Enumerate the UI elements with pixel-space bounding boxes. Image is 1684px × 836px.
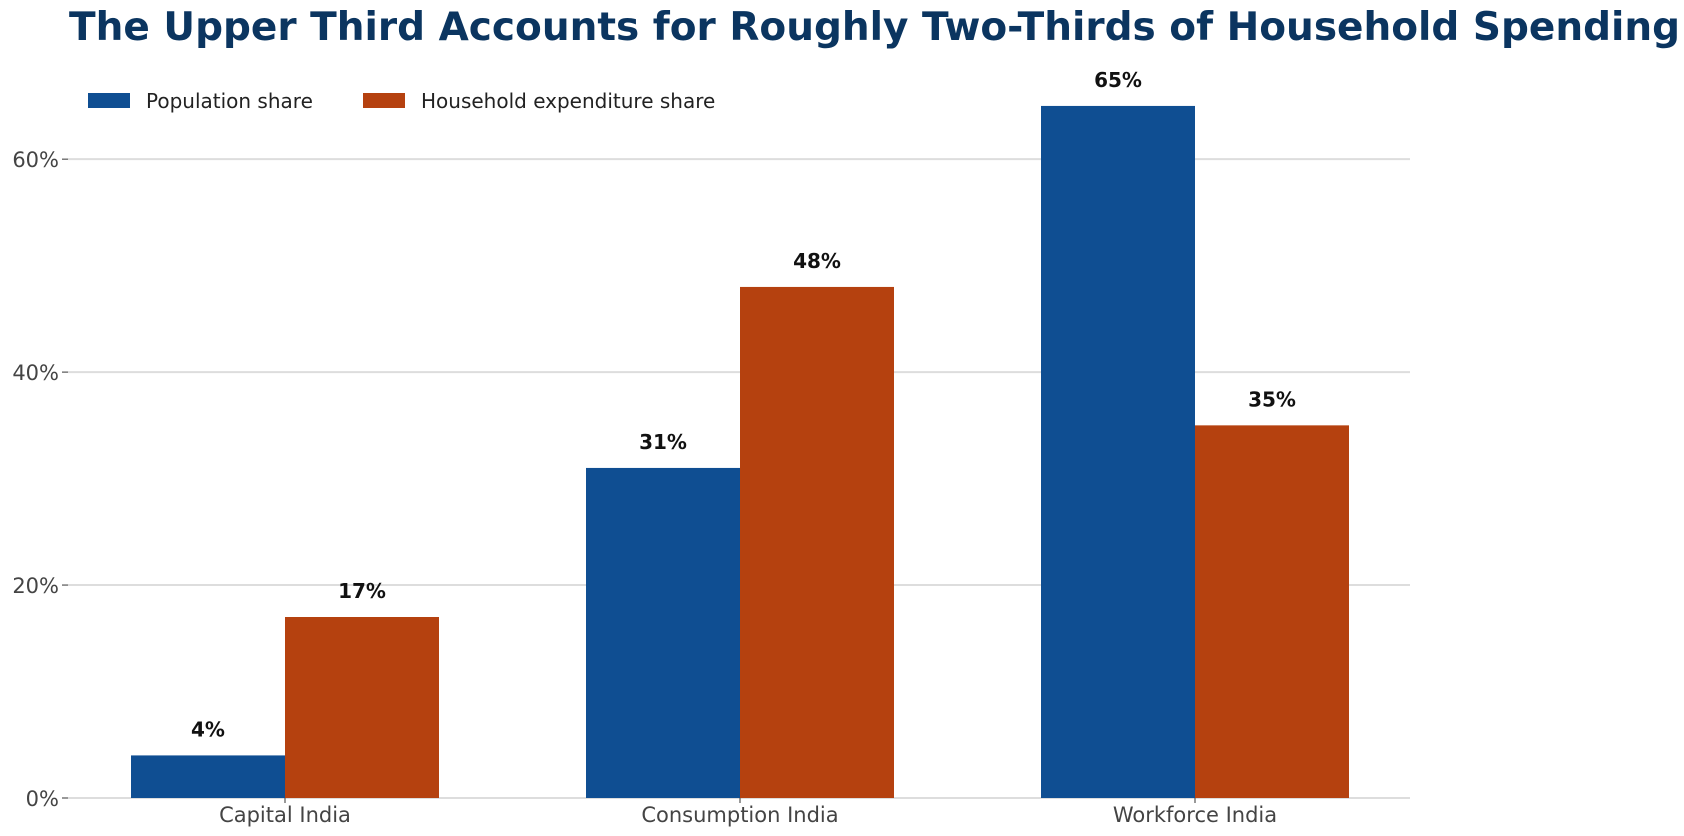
bar-population-share-workforce-india	[1041, 105, 1195, 799]
y-tick-label-40: 40%	[12, 361, 59, 385]
data-labels: 4% 31% 65% 17% 48% 35%	[191, 68, 1296, 741]
y-tick-label-0: 0%	[26, 787, 59, 811]
bars	[131, 105, 1349, 799]
x-axis: Capital India Consumption India Workforce …	[219, 798, 1277, 827]
bar-population-share-capital-india	[131, 755, 285, 798]
x-tick-label-workforce-india: Workforce India	[1113, 803, 1277, 827]
y-tick-label-20: 20%	[12, 574, 59, 598]
legend: Population share Household expenditure s…	[88, 89, 715, 113]
y-tick-label-60: 60%	[12, 148, 59, 172]
data-label-household-expenditure-share-consumption-india: 48%	[793, 249, 841, 273]
legend-swatch-household-expenditure-share	[363, 93, 405, 108]
x-tick-label-capital-india: Capital India	[219, 803, 351, 827]
chart-title: The Upper Third Accounts for Roughly Two…	[69, 5, 1680, 50]
x-tick-label-consumption-india: Consumption India	[641, 803, 838, 827]
legend-swatch-population-share	[88, 93, 130, 108]
legend-label-population-share: Population share	[146, 89, 313, 113]
bar-household-expenditure-share-workforce-india	[1195, 425, 1349, 798]
data-label-population-share-workforce-india: 65%	[1094, 68, 1142, 92]
data-label-household-expenditure-share-capital-india: 17%	[338, 579, 386, 603]
y-axis: 0% 20% 40% 60%	[12, 148, 68, 811]
bar-household-expenditure-share-capital-india	[285, 617, 439, 798]
bar-household-expenditure-share-consumption-india	[740, 286, 894, 798]
legend-label-household-expenditure-share: Household expenditure share	[421, 89, 715, 113]
bar-population-share-consumption-india	[586, 467, 740, 798]
data-label-population-share-consumption-india: 31%	[639, 430, 687, 454]
data-label-household-expenditure-share-workforce-india: 35%	[1248, 387, 1296, 411]
data-label-population-share-capital-india: 4%	[191, 717, 225, 741]
